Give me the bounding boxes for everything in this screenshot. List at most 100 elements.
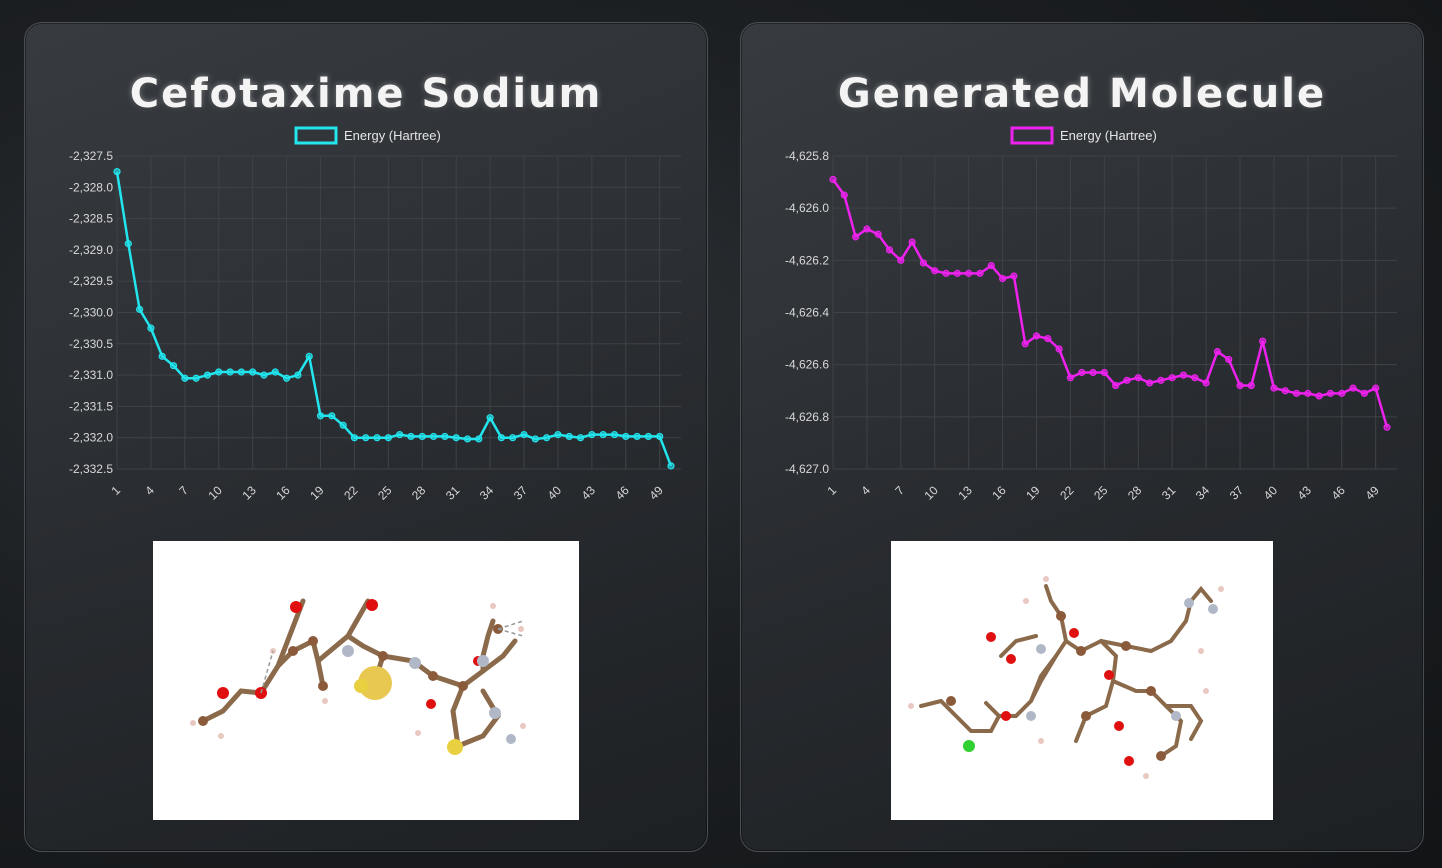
data-point <box>1236 381 1244 390</box>
data-point <box>452 434 460 442</box>
x-tick-label: 13 <box>955 483 975 503</box>
data-point <box>599 430 607 439</box>
data-point <box>908 238 916 246</box>
data-point <box>1032 332 1041 340</box>
data-point <box>305 352 313 360</box>
x-tick-label: 43 <box>579 483 599 503</box>
x-tick-label: 49 <box>646 483 666 503</box>
data-point <box>554 430 562 439</box>
data-point <box>1360 389 1368 397</box>
x-tick-label: 19 <box>1023 483 1043 503</box>
data-point <box>863 225 871 233</box>
data-point <box>1315 392 1323 400</box>
y-tick-label: -2,328.5 <box>69 212 113 226</box>
data-point <box>294 371 302 379</box>
x-tick-label: 4 <box>142 483 157 498</box>
y-tick-label: -2,329.0 <box>69 243 113 257</box>
data-point <box>192 374 200 382</box>
legend: Energy (Hartree) <box>294 126 441 145</box>
data-point <box>497 434 506 442</box>
data-point <box>271 368 279 376</box>
data-point <box>1326 389 1335 397</box>
data-point <box>339 421 347 429</box>
y-tick-label: -2,328.0 <box>69 180 113 194</box>
data-point <box>1055 345 1063 353</box>
energy-chart: Energy (Hartree) -2,327.5 -2,328.0 -2,328.5… <box>69 126 681 503</box>
molecule-image <box>891 541 1273 820</box>
data-point <box>1066 374 1075 382</box>
x-tick-label: 4 <box>858 483 873 498</box>
data-point <box>463 435 472 443</box>
data-point <box>418 432 426 441</box>
data-point <box>350 434 359 442</box>
x-tick-label: 16 <box>273 483 293 503</box>
data-point <box>840 191 848 199</box>
y-tick-label: -2,332.0 <box>69 431 113 445</box>
x-tick-label: 49 <box>1362 483 1382 503</box>
data-point <box>543 434 551 442</box>
series-line <box>831 178 1389 428</box>
legend-label: Energy (Hartree) <box>344 128 441 143</box>
data-point <box>874 230 882 238</box>
y-tick-label: -2,330.5 <box>69 337 113 351</box>
x-tick-label: 13 <box>239 483 259 503</box>
data-point <box>1179 371 1188 379</box>
legend-swatch <box>294 126 338 145</box>
molecule-structure-icon <box>190 598 526 755</box>
data-point <box>1281 387 1289 395</box>
x-tick-label: 34 <box>477 483 497 503</box>
data-point <box>1089 368 1097 377</box>
data-point <box>667 462 675 470</box>
data-point <box>147 324 155 332</box>
data-point <box>384 434 392 442</box>
x-tick-label: 1 <box>824 483 839 498</box>
x-tick-label: 28 <box>1125 483 1145 503</box>
data-point <box>829 175 837 184</box>
data-point <box>1134 374 1142 382</box>
data-point <box>1247 381 1255 390</box>
legend: Energy (Hartree) <box>1010 126 1157 145</box>
y-tick-label: -4,627.0 <box>785 462 829 476</box>
y-tick-label: -4,625.8 <box>785 149 829 163</box>
data-point <box>181 374 189 382</box>
data-point <box>396 430 404 439</box>
data-point <box>407 432 415 441</box>
y-tick-label: -2,330.0 <box>69 306 113 320</box>
y-tick-label: -2,327.5 <box>69 149 113 163</box>
x-tick-label: 7 <box>892 483 907 498</box>
data-point <box>1304 389 1312 397</box>
series-line <box>115 171 673 467</box>
x-tick-label: 16 <box>989 483 1009 503</box>
data-point <box>656 432 664 441</box>
x-tick-label: 40 <box>545 483 565 503</box>
data-point <box>644 432 652 441</box>
data-point <box>1259 337 1267 345</box>
data-point <box>1123 376 1131 384</box>
y-tick-label: -4,626.4 <box>785 306 829 320</box>
y-tick-label: -4,626.2 <box>785 253 829 267</box>
legend-label: Energy (Hartree) <box>1060 128 1157 143</box>
x-tick-label: 19 <box>307 483 327 503</box>
data-point <box>373 434 381 442</box>
data-point <box>531 435 539 443</box>
data-point <box>1145 379 1154 387</box>
data-point <box>136 305 144 313</box>
data-point <box>1338 389 1346 397</box>
panel-title: Generated Molecule <box>837 71 1327 117</box>
x-tick-label: 1 <box>108 483 123 498</box>
data-point <box>486 414 494 422</box>
data-point <box>429 432 438 441</box>
data-point <box>633 432 641 441</box>
data-point <box>1021 340 1029 348</box>
data-point <box>931 267 939 275</box>
x-tick-label: 43 <box>1295 483 1315 503</box>
molecule-image <box>153 541 579 820</box>
data-point <box>282 374 291 382</box>
data-point <box>1270 384 1278 392</box>
x-tick-label: 34 <box>1193 483 1213 503</box>
data-point <box>942 269 950 277</box>
data-point <box>1372 384 1380 392</box>
x-tick-label: 31 <box>1159 483 1179 503</box>
data-point <box>509 434 517 442</box>
x-tick-label: 37 <box>511 483 531 503</box>
